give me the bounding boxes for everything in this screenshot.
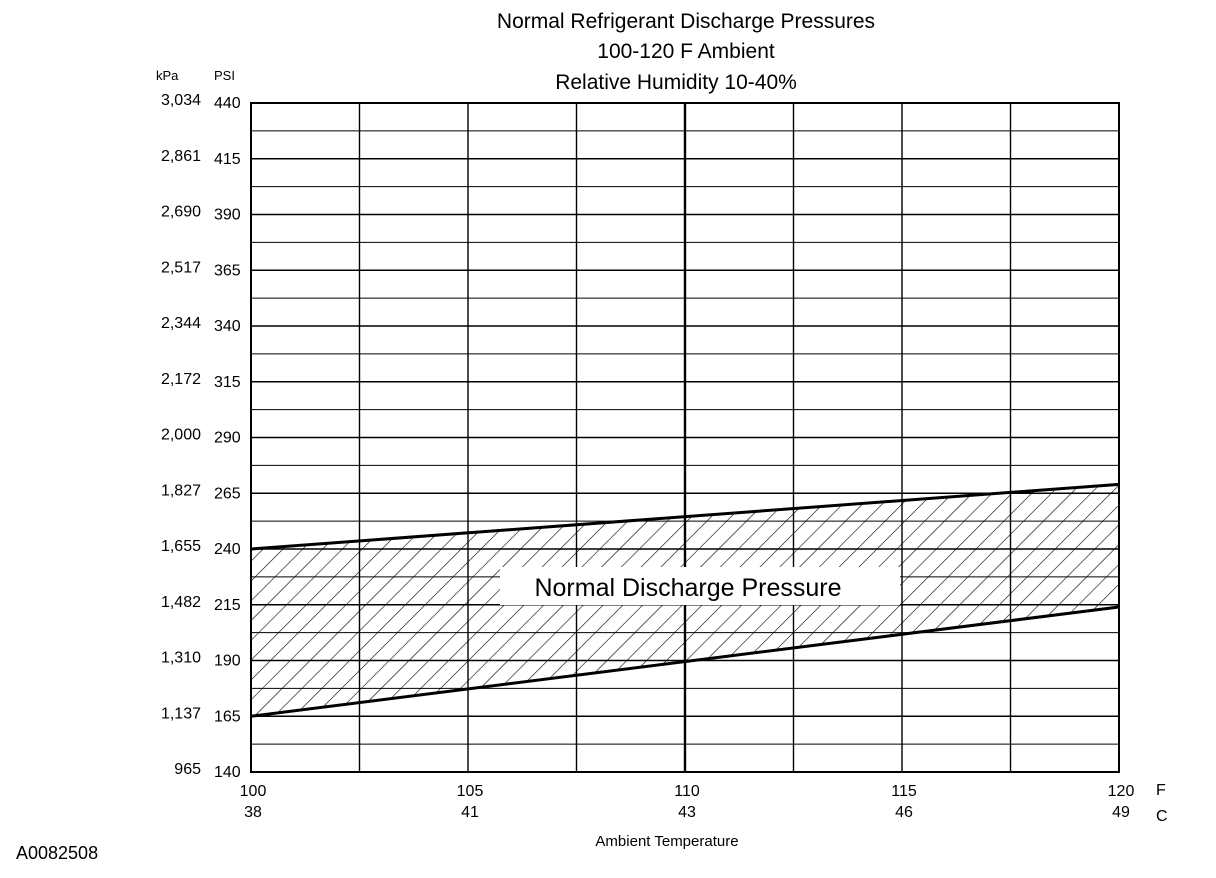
- y-tick-label-kpa: 2,861: [161, 148, 201, 165]
- y-tick-label-psi: 290: [214, 430, 241, 447]
- y-tick-label-psi: 140: [214, 764, 241, 781]
- x-axis-label: Ambient Temperature: [595, 833, 738, 850]
- x-unit-f: F: [1156, 782, 1166, 799]
- x-tick-label-f: 120: [1108, 783, 1135, 800]
- x-tick-label-c: 46: [895, 804, 913, 821]
- y-tick-label-kpa: 1,827: [161, 482, 201, 499]
- y-tick-label-psi: 190: [214, 653, 241, 670]
- chart-title-line-2: 100-120 F Ambient: [597, 40, 775, 63]
- y-tick-label-kpa: 2,517: [161, 259, 201, 276]
- x-axis-ticks: 100 38 105 41 110 43 115 46 120 49: [240, 783, 1135, 821]
- x-tick-label-c: 38: [244, 804, 262, 821]
- band-label-background: [500, 567, 900, 605]
- x-tick-label-f: 105: [457, 783, 484, 800]
- y-tick-label-kpa: 2,344: [161, 315, 201, 332]
- band-label: Normal Discharge Pressure: [534, 574, 841, 602]
- y-tick-label-psi: 390: [214, 207, 241, 224]
- chart-title-line-3: Relative Humidity 10-40%: [555, 71, 797, 94]
- y-tick-label-psi: 240: [214, 541, 241, 558]
- y-tick-label-kpa: 1,655: [161, 538, 201, 555]
- x-tick-label-c: 41: [461, 804, 479, 821]
- y-tick-label-psi: 440: [214, 95, 241, 112]
- band-group: Normal Discharge Pressure: [250, 482, 1120, 718]
- y-tick-label-kpa: 1,137: [161, 705, 201, 722]
- band-lower-line: [250, 605, 1120, 718]
- x-tick-label-c: 49: [1112, 804, 1130, 821]
- chart-title: Normal Refrigerant Discharge Pressures 1…: [497, 10, 875, 94]
- y-tick-label-psi: 265: [214, 485, 241, 502]
- y-unit-kpa: kPa: [156, 68, 179, 83]
- x-unit-c: C: [1156, 808, 1168, 825]
- x-tick-label-f: 115: [891, 783, 917, 800]
- y-axis-ticks: 440 3,034 415 2,861 390 2,690 365 2,517 340 2,344…: [161, 92, 241, 781]
- y-tick-label-kpa: 1,482: [161, 594, 201, 611]
- x-tick-label-f: 110: [674, 783, 700, 800]
- band-upper-line: [250, 482, 1120, 551]
- y-tick-label-psi: 315: [214, 374, 241, 391]
- chart-title-line-1: Normal Refrigerant Discharge Pressures: [497, 10, 875, 33]
- x-tick-label-c: 43: [678, 804, 696, 821]
- y-tick-label-psi: 415: [214, 151, 241, 168]
- y-tick-label-psi: 165: [214, 708, 241, 725]
- x-tick-label-f: 100: [240, 783, 267, 800]
- y-tick-label-psi: 340: [214, 318, 241, 335]
- y-tick-label-kpa: 1,310: [161, 650, 201, 667]
- y-tick-label-kpa: 3,034: [161, 92, 201, 109]
- figure-id: A0082508: [16, 843, 98, 863]
- plot-frame: [250, 102, 1120, 773]
- y-tick-label-psi: 215: [214, 597, 241, 614]
- y-tick-label-psi: 365: [214, 262, 241, 279]
- y-tick-label-kpa: 2,000: [161, 427, 201, 444]
- y-tick-label-kpa: 965: [174, 761, 201, 778]
- y-tick-label-kpa: 2,690: [161, 204, 201, 221]
- y-unit-psi: PSI: [214, 68, 235, 83]
- y-tick-label-kpa: 2,172: [161, 371, 201, 388]
